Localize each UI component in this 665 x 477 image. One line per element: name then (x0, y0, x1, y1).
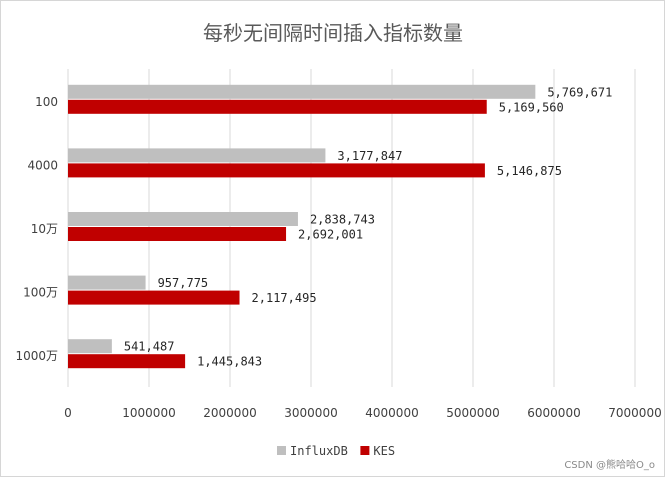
category-label: 4000 (27, 158, 58, 172)
data-label: 541,487 (124, 340, 175, 354)
legend-label: KES (373, 444, 395, 458)
data-label: 5,146,875 (497, 164, 562, 178)
x-tick-label: 4000000 (365, 406, 418, 420)
legend: InfluxDB KES (277, 444, 395, 458)
bar-kes (68, 99, 487, 114)
data-label: 5,169,560 (499, 100, 564, 114)
bar-influxdb (68, 148, 326, 163)
data-label: 2,692,001 (298, 228, 363, 242)
legend-swatch-influxdb (277, 446, 286, 455)
bar-influxdb (68, 275, 146, 290)
watermark: CSDN @熊哈哈O_o (564, 458, 655, 471)
x-tick-label: 2000000 (203, 406, 256, 420)
category-label: 100万 (23, 286, 58, 300)
x-tick-label: 3000000 (284, 406, 337, 420)
bar-influxdb (68, 339, 112, 354)
data-label: 1,445,843 (197, 355, 262, 369)
x-tick-label: 1000000 (122, 406, 175, 420)
bars (68, 84, 536, 369)
x-tick-label: 7000000 (608, 406, 661, 420)
bar-kes (68, 227, 287, 241)
x-tick-label: 6000000 (527, 406, 580, 420)
bar-influxdb (68, 84, 536, 99)
data-label: 2,838,743 (310, 213, 375, 227)
legend-swatch-kes (360, 446, 370, 455)
data-label: 3,177,847 (337, 149, 402, 163)
x-tick-labels: 0 1000000 2000000 3000000 4000000 5000000 6000… (64, 406, 662, 420)
x-tick-label: 5000000 (446, 406, 499, 420)
data-label: 957,775 (158, 276, 209, 290)
category-label: 10万 (31, 222, 58, 236)
category-labels: 100 4000 10万 100万 1000万 (15, 95, 58, 363)
legend-label: InfluxDB (290, 444, 348, 458)
bar-kes (68, 163, 485, 178)
chart-title: 每秒无间隔时间插入指标数量 (203, 21, 463, 45)
category-label: 1000万 (15, 349, 58, 363)
bar-kes (68, 354, 186, 369)
x-tick-label: 0 (64, 406, 72, 420)
bar-kes (68, 290, 240, 305)
data-label: 5,769,671 (547, 85, 612, 99)
bar-influxdb (68, 212, 298, 226)
data-label: 2,117,495 (252, 291, 317, 305)
category-label: 100 (35, 95, 58, 109)
